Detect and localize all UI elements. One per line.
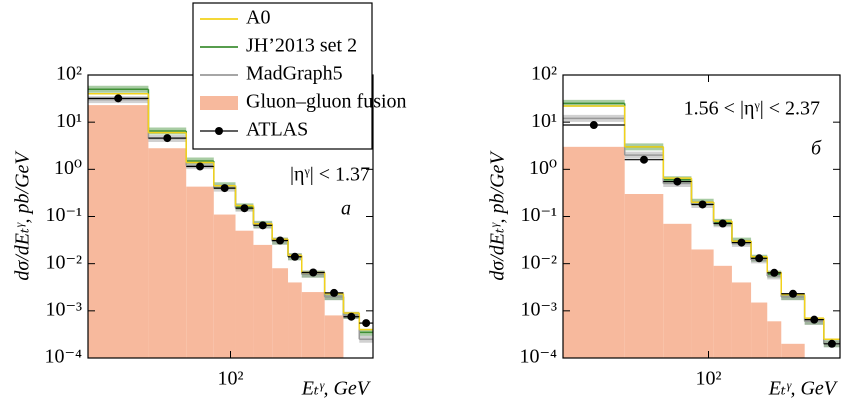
y-tick-label: 10¹ [56, 110, 82, 132]
gluon-bar [288, 282, 302, 358]
data-point [589, 121, 598, 130]
y-tick-label: 10² [531, 63, 557, 85]
gluon-bar [691, 249, 714, 358]
y-tick-label: 10¹ [531, 110, 557, 132]
data-point [698, 200, 707, 209]
data-layer [563, 99, 840, 358]
data-point [114, 94, 123, 103]
data-point [196, 162, 205, 171]
gluon-bar [751, 302, 768, 358]
data-point [290, 252, 299, 261]
legend-label: ATLAS [246, 119, 308, 141]
data-point [276, 236, 285, 245]
y-tick-label: 10⁻² [520, 251, 557, 273]
data-point [330, 288, 339, 297]
gluon-bar [781, 343, 805, 358]
gluon-bar [563, 146, 625, 358]
y-tick-label: 10⁻³ [45, 298, 82, 320]
gluon-bar [731, 282, 752, 358]
y-tick-label: 10⁰ [529, 157, 557, 179]
legend: A0 JH’2013 set 2 MadGraph5 Gluon–gluon fusi… [192, 2, 407, 150]
gluon-bar [663, 223, 692, 358]
y-tick-label: 10⁻³ [520, 298, 557, 320]
y-tick-label: 10⁻⁴ [519, 346, 557, 368]
x-tick-label: 10² [696, 368, 722, 390]
annotation: 1.56 < |ηᵞ| < 2.37 [684, 98, 820, 120]
data-point [220, 184, 229, 193]
gluon-bar [301, 292, 325, 358]
legend-label: MadGraph5 [246, 63, 343, 85]
data-point [639, 155, 648, 164]
gluon-bar [324, 315, 344, 358]
x-tick-label: 10² [218, 368, 244, 390]
data-point [163, 134, 172, 143]
y-tick-label: 10⁻¹ [45, 204, 82, 226]
legend-label: Gluon–gluon fusion [246, 91, 407, 113]
data-point [258, 221, 267, 230]
data-point [362, 319, 371, 328]
legend-swatch [215, 127, 223, 135]
y-tick-label: 10⁻¹ [520, 204, 557, 226]
gluon-bar [88, 105, 149, 358]
data-point [755, 254, 764, 263]
plots: 10⁻⁴ 10⁻³ 10⁻² 10⁻¹ 10⁰ 10¹ 10² 10² Eₜᵞ, GeV dσ/d… [12, 63, 841, 400]
legend-label: JH’2013 set 2 [246, 35, 357, 57]
panel: 10⁻⁴ 10⁻³ 10⁻² 10⁻¹ 10⁰ 10¹ 10² 10² Eₜᵞ, GeV dσ/d… [12, 63, 374, 400]
y-axis-label: dσ/dEₜᵞ, pb/GeV [12, 150, 34, 281]
legend-label: A0 [246, 7, 270, 29]
x-axis-label: Eₜᵞ, GeV [301, 378, 372, 400]
y-tick-label: 10⁻² [45, 251, 82, 273]
gluon-bar [186, 186, 214, 358]
y-axis-label: dσ/dEₜᵞ, pb/GeV [487, 150, 509, 281]
panel: 10⁻⁴ 10⁻³ 10⁻² 10⁻¹ 10⁰ 10¹ 10² 10² Eₜᵞ, GeV dσ/d… [487, 63, 841, 400]
data-point [673, 177, 682, 186]
legend-swatch [200, 96, 238, 110]
legend-box [192, 2, 373, 150]
y-tick-label: 10⁰ [54, 157, 82, 179]
annotation: a [341, 198, 351, 220]
data-point [718, 219, 727, 228]
x-axis-label: Eₜᵞ, GeV [768, 378, 839, 400]
y-tick-label: 10⁻⁴ [44, 346, 82, 368]
gluon-bar [253, 244, 273, 358]
annotation: б [811, 138, 822, 160]
data-point [827, 339, 836, 348]
gluon-bar [767, 321, 782, 358]
y-tick-label: 10² [56, 63, 82, 85]
gluon-bar [713, 265, 732, 358]
data-point [240, 204, 249, 213]
data-point [309, 268, 318, 277]
data-layer [88, 85, 373, 358]
data-point [737, 238, 746, 247]
gluon-bar [148, 148, 187, 358]
gluon-bar [235, 230, 254, 358]
data-point [347, 312, 356, 321]
data-point [770, 268, 779, 277]
gluon-bar [624, 193, 664, 358]
gluon-bar [272, 268, 289, 358]
gluon-bar [213, 214, 236, 358]
data-point [788, 289, 797, 298]
annotation: |ηᵞ| < 1.37 [290, 164, 370, 186]
data-point [810, 315, 819, 324]
